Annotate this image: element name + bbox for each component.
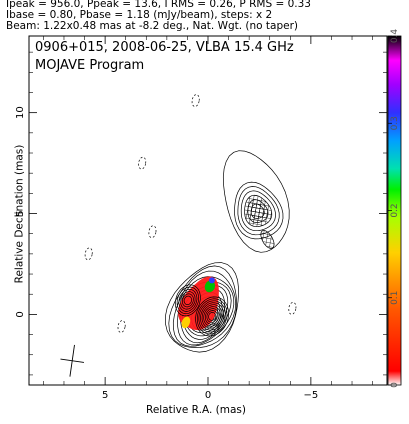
- jet-tail-contour: [260, 230, 275, 249]
- contour-layer: [60, 94, 297, 377]
- header-line-1: Ipeak = 956.0, Ppeak = 13.6, I RMS = 0.2…: [6, 0, 311, 10]
- x-tick-label: 5: [102, 390, 108, 401]
- colorbar-tick-label: 0: [390, 382, 400, 388]
- negative-contour: [138, 156, 147, 170]
- axis-ticks: 5 0 −5 0 5 10: [15, 36, 387, 401]
- core-inner-contour: [204, 308, 220, 325]
- jet-contour: [237, 186, 280, 236]
- jet-contour: [234, 181, 284, 240]
- core-knot-contour: [182, 293, 194, 308]
- core-knot-contour: [183, 295, 192, 305]
- negative-contour: [191, 94, 200, 107]
- core-inner-contour: [196, 298, 228, 335]
- x-tick-label: 0: [205, 390, 211, 401]
- core-knot-contour: [180, 291, 196, 310]
- source-label: 0906+015, 2008-06-25, VLBA 15.4 GHz: [35, 40, 294, 55]
- colorbar-tick-label: 0.1: [390, 291, 400, 305]
- jet-outer-contour: [222, 150, 290, 253]
- header-line-3: Beam: 1.22x0.48 mas at -8.2 deg., Nat. W…: [6, 20, 299, 32]
- core-contour: [172, 270, 237, 347]
- core-inner-contour: [203, 306, 221, 327]
- core-inner-contour: [195, 296, 229, 337]
- x-axis-label: Relative R.A. (mas): [146, 404, 246, 416]
- colorbar-tick-label: 0.3: [390, 116, 400, 130]
- y-tick-label: 10: [15, 106, 26, 119]
- colorbar-tick-label: 0.2: [390, 203, 400, 217]
- y-axis-label: Relative Declination (mas): [13, 144, 26, 284]
- program-label: MOJAVE Program: [35, 58, 145, 73]
- negative-contour: [117, 320, 126, 333]
- negative-contour: [84, 247, 93, 261]
- negative-contour: [288, 302, 297, 315]
- core-inner-contour: [208, 312, 217, 321]
- jet-contour: [240, 190, 276, 232]
- y-tick-label: 5: [15, 210, 26, 216]
- core-contour: [165, 262, 239, 353]
- negative-contour: [148, 225, 157, 238]
- header-line-2: Ibase = 0.80, Pbase = 1.18 (mJy/beam), s…: [6, 9, 273, 21]
- core-knot-contour: [176, 286, 199, 315]
- core-knot-contour: [175, 284, 201, 317]
- core-knot-contour: [178, 289, 198, 312]
- colorbar-tick-label: 0.4: [390, 29, 400, 44]
- x-tick-label: −5: [303, 390, 318, 401]
- beam-minor-axis: [60, 358, 85, 363]
- polarization-yellow: [181, 316, 191, 329]
- core-inner-contour: [198, 300, 226, 333]
- jet-contour: [250, 203, 265, 219]
- polarization-blue: [208, 277, 215, 284]
- core-inner-contour: [200, 302, 225, 331]
- core-contour: [177, 276, 235, 346]
- polarization-green: [204, 280, 215, 293]
- plot-frame: [28, 35, 388, 386]
- core-inner-contour: [206, 310, 218, 323]
- colorbar-ticks: 0 0.1 0.2 0.3 0.4: [388, 29, 400, 388]
- y-tick-label: 0: [15, 311, 26, 317]
- core-inner-contour: [201, 304, 223, 329]
